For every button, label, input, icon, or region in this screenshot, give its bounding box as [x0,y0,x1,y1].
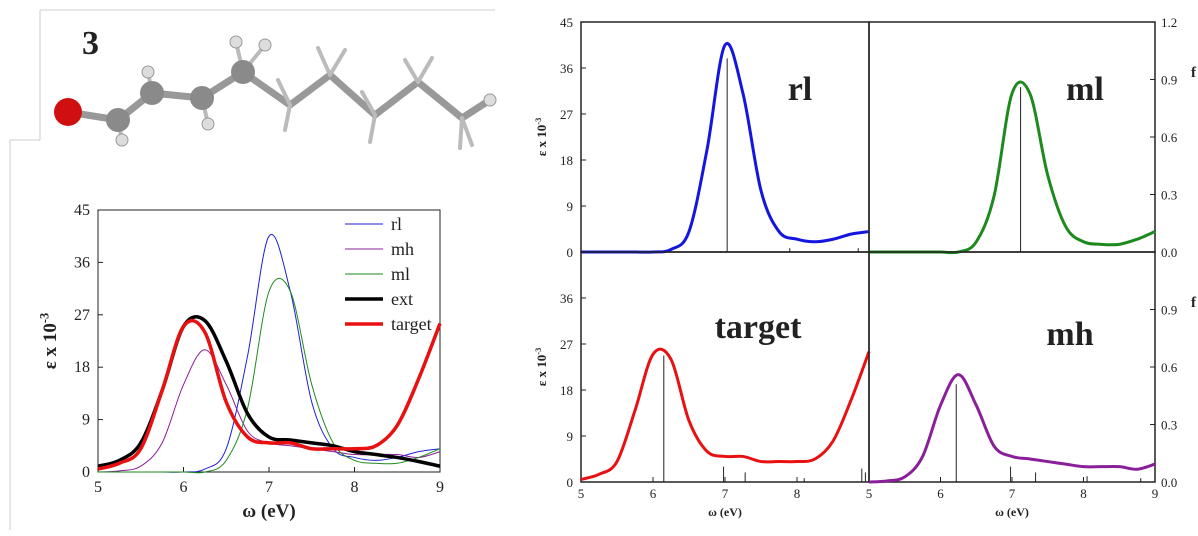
y-tick-label: 36 [560,61,574,76]
y-tick-label: 27 [560,337,574,352]
legend-label: rl [391,214,402,234]
y2-tick-label: 0.9 [1161,303,1177,318]
y-axis-label-sup: -3 [533,118,543,125]
y-axis-label-main: ε x 10 [40,323,61,369]
y-tick-label: 27 [560,107,574,122]
y-axis-label: ε x 10-3 [533,348,549,387]
y-tick-label: 45 [74,202,90,219]
x-tick-label: 6 [937,486,944,501]
x-tick-label: 6 [180,479,188,496]
y2-axis-label: f [1191,295,1197,311]
y-tick-label: 0 [567,245,574,260]
y-axis-label: ε x 10-3 [533,118,549,157]
y2-tick-label: 1.2 [1161,15,1177,30]
y-tick-label: 36 [74,254,90,271]
x-tick-label: 5 [578,486,585,501]
plot-frame [869,22,1155,252]
panel-label: target [715,309,803,346]
y-axis-label-main: ε x 10 [534,355,549,387]
x-tick-label: 9 [1152,486,1159,501]
x-axis-label: ω (eV) [242,501,295,522]
series-line [98,350,440,472]
spectrum-line [869,375,1155,482]
legend-label: ml [391,264,410,284]
x-tick-label: 9 [436,479,444,496]
spectrum-line [581,349,869,479]
y-tick-label: 18 [74,359,90,376]
legend-label: target [391,314,432,334]
y2-tick-label: 0.6 [1161,130,1178,145]
y-tick-label: 45 [560,15,573,30]
x-tick-label: 6 [650,486,657,501]
y-tick-label: 18 [560,153,573,168]
figure-label: 3 [82,25,99,62]
plot-frame [869,252,1155,482]
y-axis-label-sup: -3 [37,313,51,323]
series-line [98,321,440,469]
y-tick-label: 0 [567,475,574,490]
legend-label: ext [391,289,413,309]
y-tick-label: 36 [560,291,574,306]
x-tick-label: 5 [866,486,873,501]
panel-label: rl [788,71,813,108]
y-tick-label: 27 [74,307,90,324]
x-axis-label: ω (eV) [995,505,1029,519]
y-axis-label-sup: -3 [533,348,543,355]
y2-tick-label: 0.3 [1161,418,1177,433]
y2-tick-label: 0.6 [1161,360,1178,375]
x-tick-label: 8 [1080,486,1087,501]
x-axis-label: ω (eV) [708,505,742,519]
y-tick-label: 9 [82,412,90,429]
x-tick-label: 7 [265,479,273,496]
y-tick-label: 0 [82,464,90,481]
molecule [54,36,496,148]
y2-tick-label: 0.0 [1161,475,1177,490]
spectrum-line [869,82,1155,253]
spectrum-line [581,43,869,252]
x-tick-label: 8 [351,479,359,496]
y-tick-label: 18 [560,383,573,398]
y2-tick-label: 0.9 [1161,73,1177,88]
y-axis-label-main: ε x 10 [534,125,549,157]
y2-tick-label: 0.0 [1161,245,1177,260]
y2-axis-label: f [1191,65,1197,81]
y2-tick-label: 0.3 [1161,188,1177,203]
x-tick-label: 7 [1009,486,1016,501]
x-tick-label: 8 [794,486,801,501]
x-tick-label: 7 [722,486,729,501]
plot-frame [581,22,869,252]
panel-label: mh [1046,316,1093,353]
legend-label: mh [391,239,414,259]
y-tick-label: 9 [567,429,574,444]
y-tick-label: 9 [567,199,574,214]
panel-label: ml [1066,71,1104,108]
y-axis-label: ε x 10-3 [37,313,61,369]
x-tick-label: 5 [94,479,102,496]
figure: 3 567890918273645ω (eV)ε x 10-3rlmhmlext… [0,0,1198,536]
